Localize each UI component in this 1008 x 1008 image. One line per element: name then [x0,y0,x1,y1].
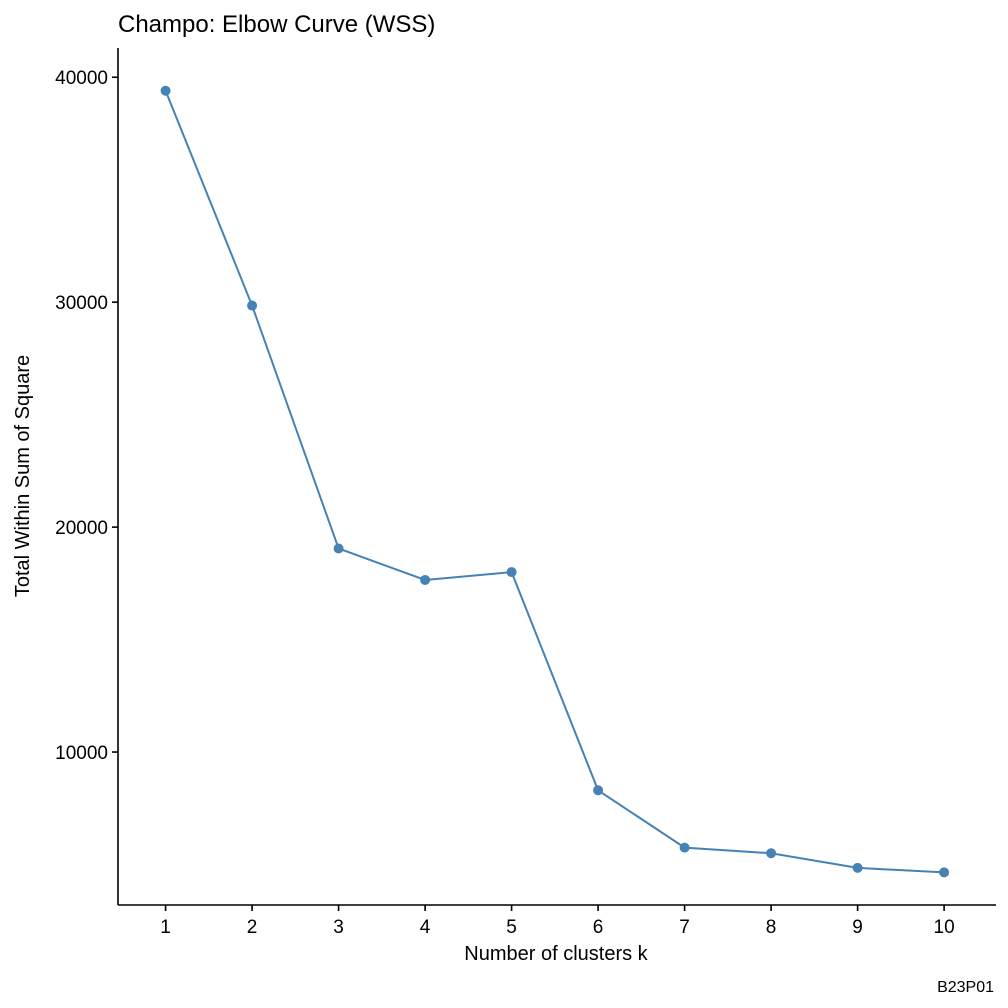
x-tick-label: 4 [420,917,431,938]
data-point [766,848,777,859]
x-tick-label: 9 [852,917,863,938]
data-point [852,862,863,873]
y-axis-ticks: 10000 20000 30000 40000 [55,68,118,764]
x-tick-label: 6 [593,917,604,938]
x-tick-label: 1 [160,917,171,938]
y-tick-label: 40000 [55,68,108,89]
x-tick-label: 3 [333,917,344,938]
data-point [939,867,950,878]
x-tick-label: 7 [679,917,690,938]
y-axis-title: Total Within Sum of Square [12,355,34,597]
series-line [164,90,945,874]
x-axis-title: Number of clusters k [464,943,648,965]
x-tick-label: 2 [247,917,258,938]
series-points [160,85,950,878]
x-tick-label: 8 [766,917,777,938]
data-point [247,300,258,311]
chart-caption: B23P01 [937,979,994,996]
x-tick-label: 5 [506,917,517,938]
y-tick-label: 30000 [55,293,108,314]
data-point [593,785,604,796]
chart-title: Champo: Elbow Curve (WSS) [118,11,435,38]
y-tick-label: 20000 [55,518,108,539]
data-point [420,574,431,585]
data-point [333,543,344,554]
data-point [506,567,517,578]
plot-area: 10000 20000 30000 40000 1 2 3 4 5 6 7 8 9 10 [55,48,996,938]
data-point [160,85,171,96]
y-tick-label: 10000 [55,743,108,764]
x-axis-ticks: 1 2 3 4 5 6 7 8 9 10 [160,905,955,938]
data-point [679,842,690,853]
x-tick-label: 10 [934,917,955,938]
